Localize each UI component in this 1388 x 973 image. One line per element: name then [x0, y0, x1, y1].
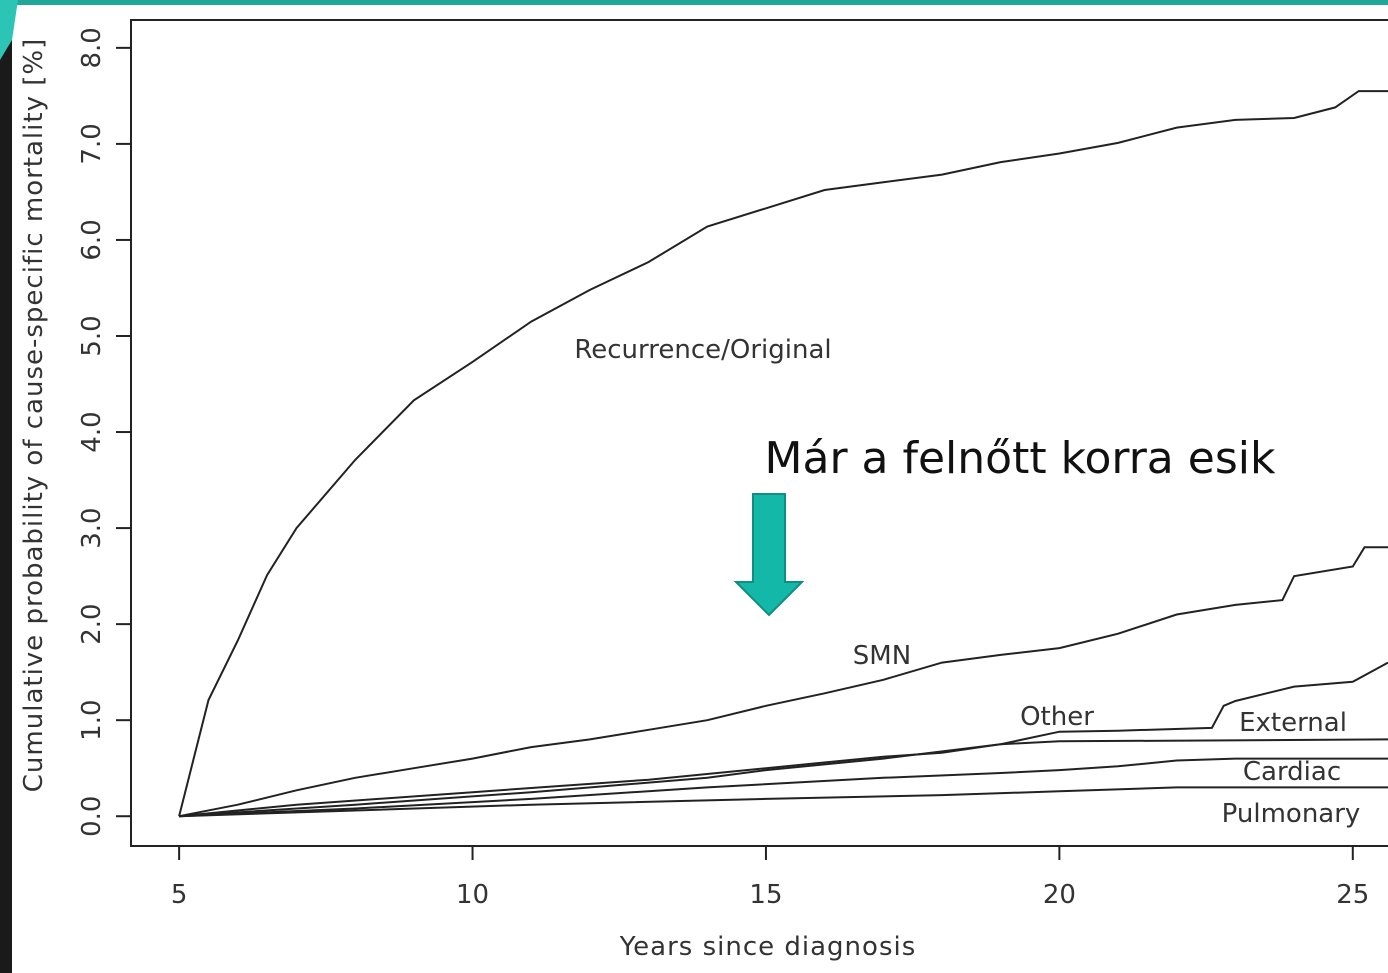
x-tick-label: 10	[456, 880, 489, 910]
series-line	[179, 738, 1388, 818]
y-tick-label: 6.0	[77, 219, 107, 260]
y-tick-label: 7.0	[77, 123, 107, 164]
series-line	[179, 786, 1388, 818]
series-line	[179, 757, 1388, 818]
y-tick-label: 1.0	[77, 699, 107, 740]
series-label: Other	[1020, 702, 1094, 732]
y-tick-label: 0.0	[77, 796, 107, 837]
series-line	[178, 546, 1388, 818]
top-strip	[0, 0, 1388, 5]
x-tick-label: 20	[1043, 880, 1076, 910]
y-tick-label: 2.0	[77, 603, 107, 644]
series-line	[178, 90, 1388, 817]
x-tick-label: 5	[171, 880, 188, 910]
series-label: Recurrence/Original	[574, 335, 831, 365]
series-line	[179, 661, 1388, 818]
y-tick-label: 4.0	[77, 411, 107, 452]
series-label: SMN	[853, 641, 911, 671]
series-label: Cardiac	[1243, 757, 1341, 787]
x-tick-label: 15	[749, 880, 782, 910]
series-label: External	[1239, 708, 1347, 738]
annotation: Már a felnőtt korra esik	[765, 433, 1276, 484]
x-tick-label: 25	[1336, 880, 1369, 910]
corner-accent	[0, 0, 18, 60]
y-tick-label: 5.0	[77, 315, 107, 356]
plot-area	[178, 90, 1388, 818]
y-axis-label: Cumulative probability of cause-specific…	[19, 38, 49, 792]
y-tick-label: 3.0	[77, 507, 107, 548]
y-tick-label: 8.0	[77, 27, 107, 68]
series-label: Pulmonary	[1222, 799, 1361, 829]
left-strip	[0, 0, 12, 973]
arrow	[733, 493, 805, 617]
x-axis-label: Years since diagnosis	[619, 932, 917, 962]
